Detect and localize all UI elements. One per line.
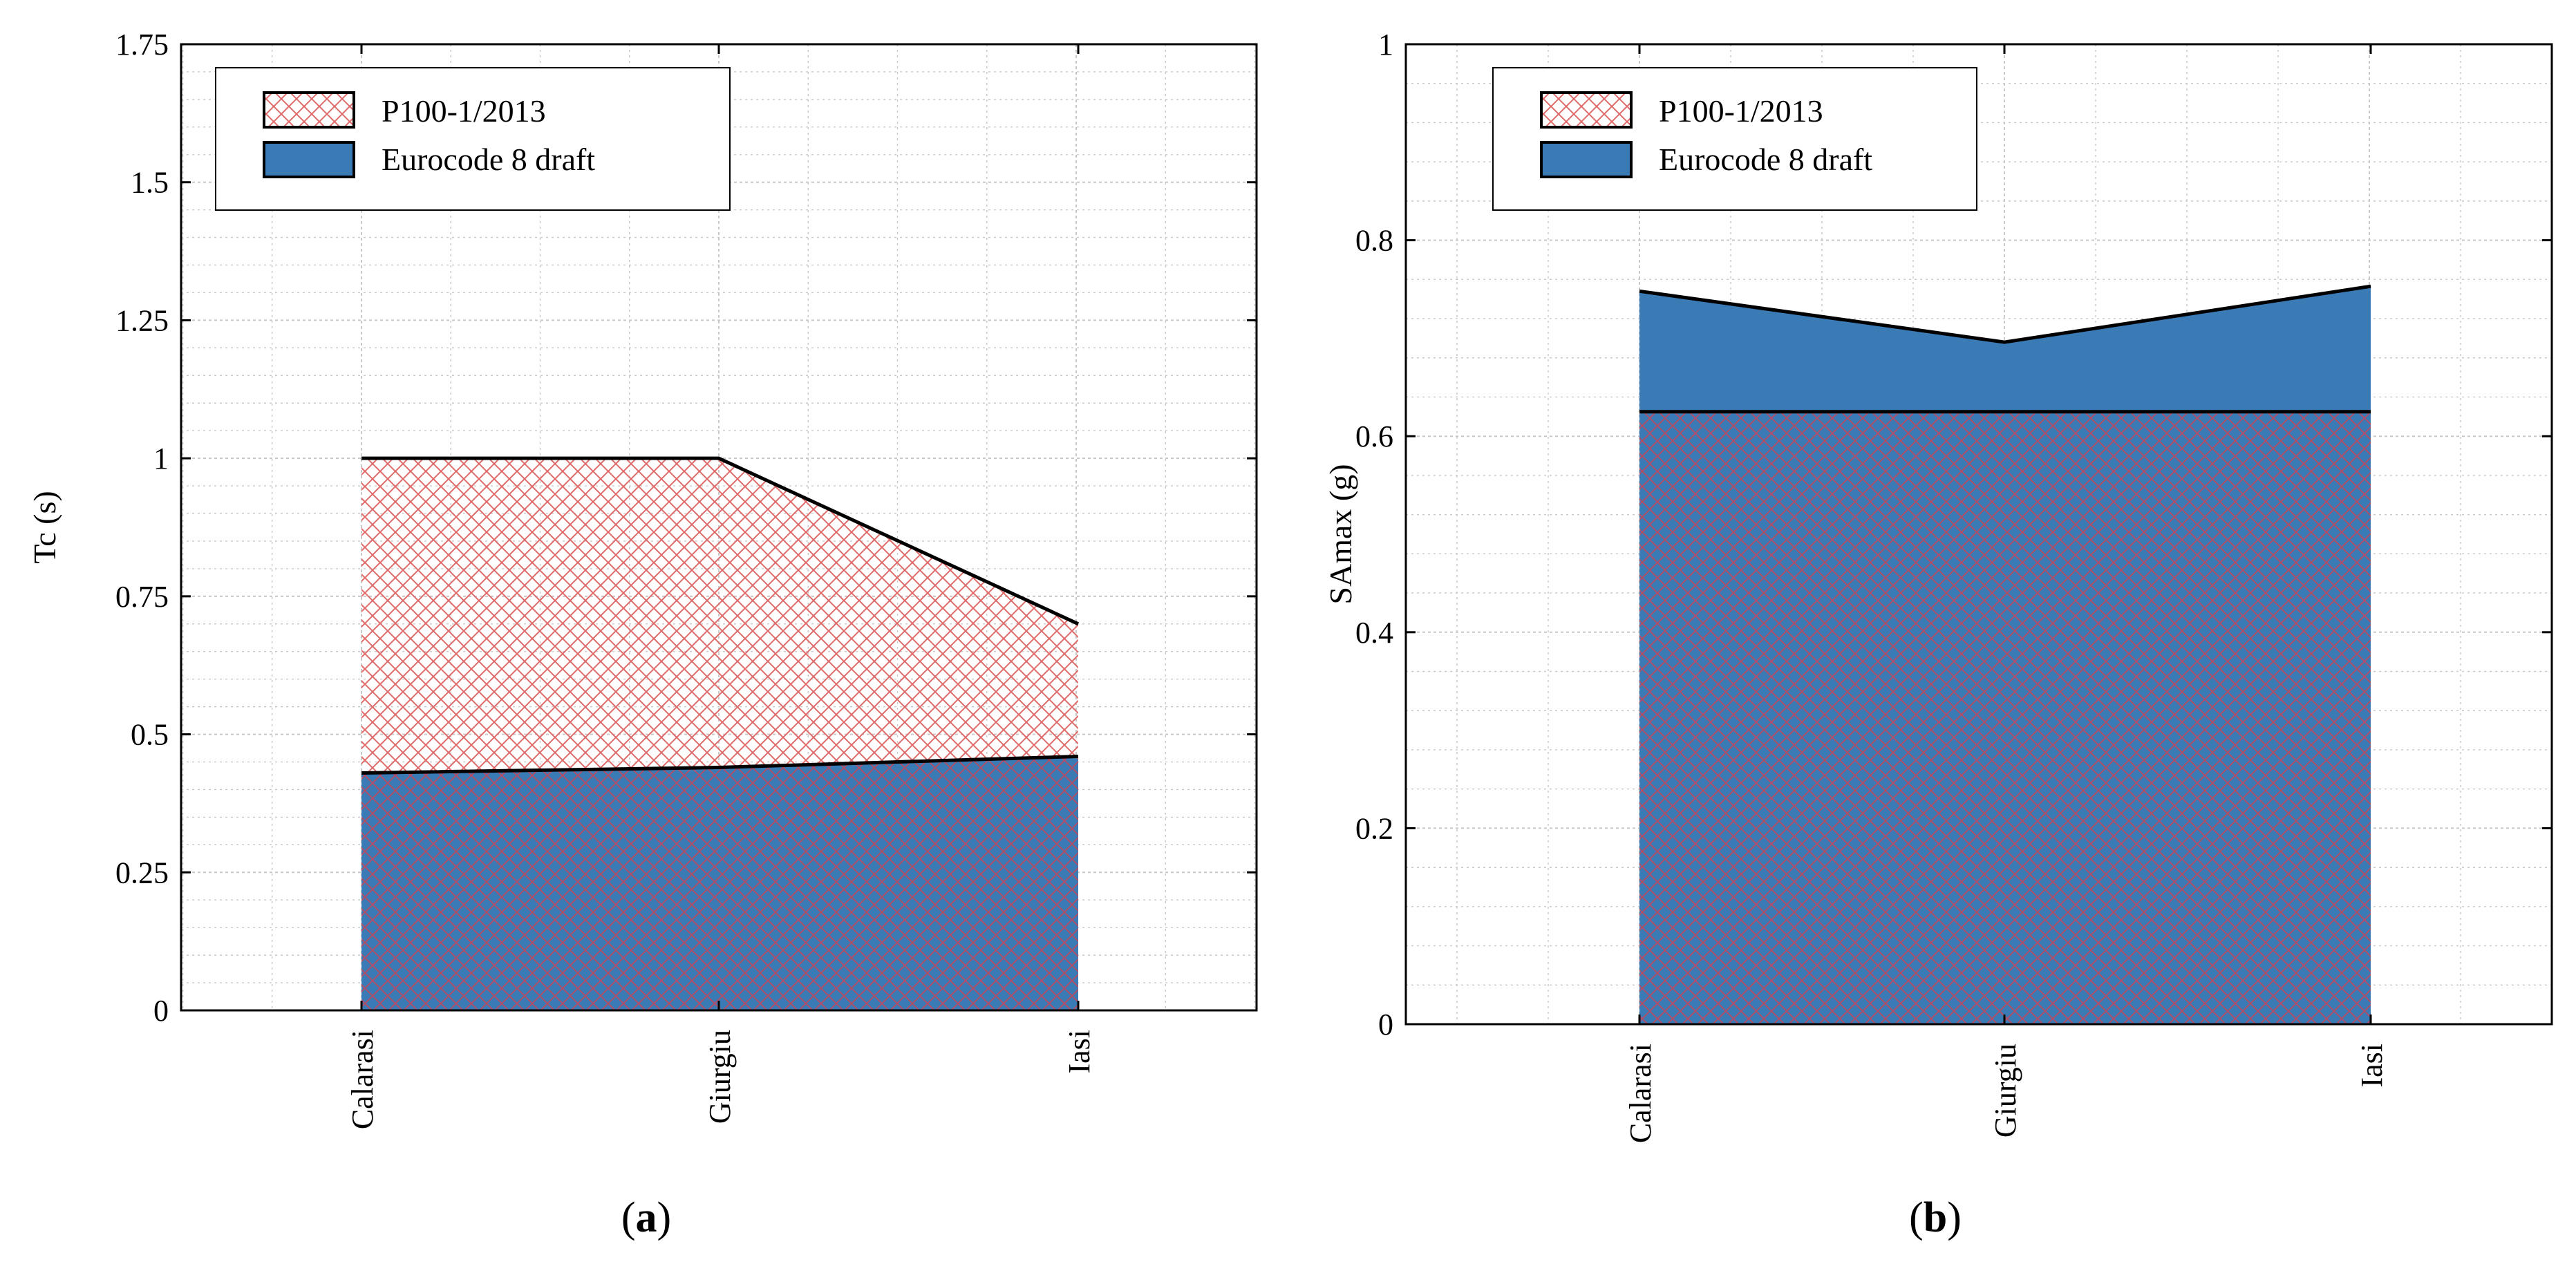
- x-tick-label: Giurgiu: [1989, 1044, 2022, 1138]
- line-eurocode-8-draft: [1639, 284, 2371, 344]
- line-p100-1-2013: [361, 456, 1080, 626]
- line-eurocode-8-draft: [361, 755, 1079, 775]
- y-tick-label: 0: [153, 994, 169, 1028]
- x-tick-label: Giurgiu: [703, 1030, 737, 1124]
- legend-swatch-p100: [263, 91, 355, 129]
- y-tick-label: 1: [153, 442, 169, 475]
- y-axis: 0 0.2 0.4 0.6 0.8 1: [1355, 28, 2552, 1041]
- y-tick-label: 0.6: [1355, 419, 1393, 453]
- x-tick-label: Calarasi: [1624, 1044, 1657, 1143]
- legend-label-eurocode: Eurocode 8 draft: [1659, 142, 1872, 177]
- x-tick-label: Iasi: [1062, 1030, 1096, 1074]
- y-tick-label: 0.75: [115, 580, 169, 614]
- areas: [361, 458, 1078, 1010]
- legend-label-eurocode: Eurocode 8 draft: [382, 142, 595, 177]
- x-tick-label: Iasi: [2355, 1044, 2389, 1088]
- series-lines: [1639, 284, 2371, 414]
- y-tick-label: 0.2: [1355, 811, 1393, 845]
- legend-label-p100: P100-1/2013: [382, 93, 546, 129]
- areas: [1639, 286, 2371, 1025]
- legend-box: [215, 67, 731, 211]
- y-tick-label: 0: [1378, 1008, 1393, 1041]
- x-tick-label: Calarasi: [346, 1030, 379, 1129]
- y-tick-label: 1.75: [115, 28, 169, 62]
- x-axis: Calarasi Giurgiu Iasi: [346, 44, 1096, 1129]
- series-lines: [361, 456, 1080, 775]
- y-tick-label: 1: [1378, 28, 1393, 62]
- panel-label: (a): [621, 1194, 671, 1241]
- y-tick-label: 0.25: [115, 856, 169, 889]
- legend: P100-1/2013 Eurocode 8 draft: [1492, 67, 1977, 211]
- y-axis-title: SAmax (g): [1323, 464, 1358, 604]
- chart-panel-b: 0 0.2 0.4 0.6 0.8 1 Calarasi Giurgiu Iasi SAmax (…: [1323, 28, 2553, 1241]
- y-tick-label: 1.25: [115, 303, 169, 337]
- legend-swatch-eurocode: [263, 141, 355, 178]
- y-tick-label: 0.5: [131, 718, 169, 752]
- y-tick-label: 0.8: [1355, 224, 1393, 258]
- area-overlap-hatch: [1639, 411, 2371, 1024]
- plot-frame: [1404, 43, 2553, 1026]
- y-axis: 0 0.25 0.5 0.75 1 1.25 1.5 1.75: [115, 28, 1257, 1028]
- legend-label-p100: P100-1/2013: [1659, 93, 1823, 129]
- y-tick-label: 0.4: [1355, 616, 1393, 650]
- chart-panel-a: 0 0.25 0.5 0.75 1 1.25 1.5 1.75 Calarasi Giurgiu I…: [27, 28, 1258, 1241]
- legend-swatch-eurocode: [1540, 141, 1633, 178]
- panel-label: (b): [1909, 1194, 1962, 1241]
- area-overlap-hatch: [361, 756, 1078, 1010]
- legend-box: [1492, 67, 1977, 211]
- legend: P100-1/2013 Eurocode 8 draft: [215, 67, 731, 211]
- y-axis-title: Tc (s): [27, 491, 62, 563]
- legend-swatch-p100: [1540, 91, 1633, 129]
- y-tick-label: 1.5: [131, 166, 169, 200]
- x-axis: Calarasi Giurgiu Iasi: [1624, 44, 2389, 1143]
